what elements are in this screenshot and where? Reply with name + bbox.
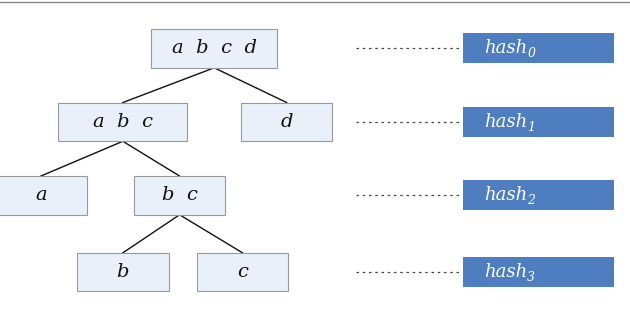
FancyBboxPatch shape bbox=[59, 103, 188, 141]
Text: c: c bbox=[237, 263, 248, 281]
FancyBboxPatch shape bbox=[463, 180, 614, 210]
Text: hash: hash bbox=[484, 113, 527, 131]
FancyBboxPatch shape bbox=[241, 103, 333, 141]
Text: a: a bbox=[35, 186, 47, 204]
Text: a  b  c  d: a b c d bbox=[172, 39, 256, 57]
Text: b  c: b c bbox=[162, 186, 197, 204]
Text: hash: hash bbox=[484, 263, 527, 281]
Text: 2: 2 bbox=[527, 194, 536, 207]
FancyBboxPatch shape bbox=[463, 33, 614, 63]
FancyBboxPatch shape bbox=[463, 257, 614, 287]
FancyBboxPatch shape bbox=[463, 107, 614, 137]
FancyBboxPatch shape bbox=[151, 29, 277, 67]
Text: b: b bbox=[117, 263, 129, 281]
Text: 3: 3 bbox=[527, 271, 536, 284]
Text: 1: 1 bbox=[527, 121, 536, 134]
FancyBboxPatch shape bbox=[0, 176, 87, 214]
FancyBboxPatch shape bbox=[77, 253, 169, 291]
Text: hash: hash bbox=[484, 39, 527, 57]
FancyBboxPatch shape bbox=[134, 176, 225, 214]
Text: 0: 0 bbox=[527, 47, 536, 60]
Text: a  b  c: a b c bbox=[93, 113, 153, 131]
Text: d: d bbox=[280, 113, 293, 131]
FancyBboxPatch shape bbox=[197, 253, 289, 291]
Text: hash: hash bbox=[484, 186, 527, 204]
